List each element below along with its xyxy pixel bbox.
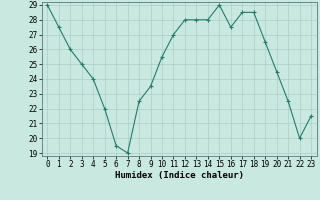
X-axis label: Humidex (Indice chaleur): Humidex (Indice chaleur) — [115, 171, 244, 180]
